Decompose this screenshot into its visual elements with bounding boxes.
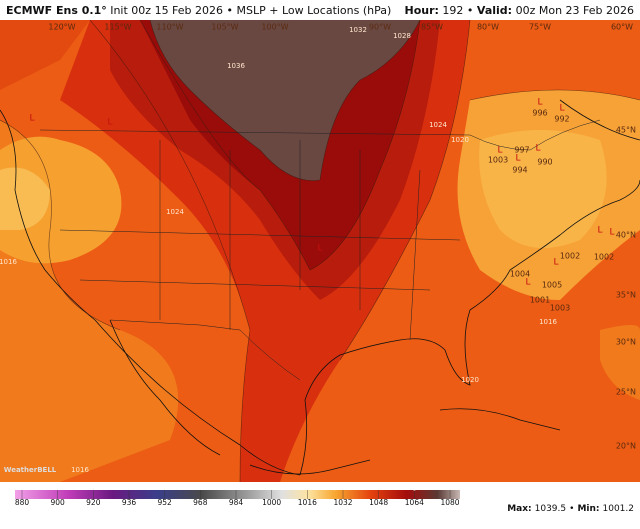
latitude-label: 40°N <box>616 231 636 240</box>
pressure-label: 996 <box>532 109 547 118</box>
pressure-label: 1004 <box>510 270 530 279</box>
pressure-label: 994 <box>512 166 527 175</box>
low-marker: L <box>597 226 602 236</box>
colorbar-label: 900 <box>51 498 66 507</box>
longitude-label: 75°W <box>529 23 551 32</box>
isobar-label: 1028 <box>393 32 411 40</box>
isobar-label: 1020 <box>461 376 479 384</box>
longitude-label: 110°W <box>156 23 183 32</box>
title: ECMWF Ens 0.1° <box>6 4 107 17</box>
colorbar-label: 920 <box>86 498 101 507</box>
pressure-label: 1003 <box>488 156 508 165</box>
colorbar-label: 984 <box>229 498 244 507</box>
isobar-label: 1032 <box>349 26 367 34</box>
low-marker: L <box>317 244 322 254</box>
low-marker: L <box>29 114 34 124</box>
latitude-label: 20°N <box>616 442 636 451</box>
subtitle: Init 00z 15 Feb 2026 • MSLP + Low Locati… <box>110 4 391 17</box>
colorbar-label: 880 <box>15 498 30 507</box>
latitude-label: 25°N <box>616 388 636 397</box>
colorbar-label: 1080 <box>440 498 459 507</box>
valid-text: Hour: 192 • Valid: 00z Mon 23 Feb 2026 <box>405 4 635 17</box>
pressure-label: 997 <box>514 146 529 155</box>
isobar-label: 1016 <box>71 466 89 474</box>
longitude-label: 90°W <box>369 23 391 32</box>
low-marker: L <box>525 278 530 288</box>
pressure-label: 1003 <box>550 304 570 313</box>
colorbar-label: 1016 <box>298 498 317 507</box>
hour-label: Hour: <box>405 4 439 17</box>
low-marker: L <box>609 228 614 238</box>
low-marker: L <box>107 118 112 128</box>
colorbar-label: 968 <box>193 498 208 507</box>
longitude-label: 100°W <box>261 23 288 32</box>
min-label: Min: <box>577 504 599 514</box>
low-marker: L <box>535 144 540 154</box>
pressure-label: 1005 <box>542 281 562 290</box>
isobar-label: 1024 <box>166 208 184 216</box>
max: 1039.5 <box>535 504 567 514</box>
pressure-label: 1002 <box>594 253 614 262</box>
pressure-label: 1001 <box>530 296 550 305</box>
min: 1001.2 <box>603 504 635 514</box>
isobar-label: 1016 <box>539 318 557 326</box>
latitude-label: 35°N <box>616 291 636 300</box>
credit: © 2026 European Centre for Medium-Range … <box>298 485 640 492</box>
longitude-label: 80°W <box>477 23 499 32</box>
longitude-label: 85°W <box>421 23 443 32</box>
header: ECMWF Ens 0.1° Init 00z 15 Feb 2026 • MS… <box>6 4 634 17</box>
pressure-label: 1002 <box>560 252 580 261</box>
low-marker: L <box>559 104 564 114</box>
longitude-label: 60°W <box>611 23 633 32</box>
longitude-label: 105°W <box>211 23 238 32</box>
low-marker: L <box>497 146 502 156</box>
isobar-label: 1016 <box>0 258 17 266</box>
max-min: Max: 1039.5•Min: 1001.2 <box>507 504 634 514</box>
max-label: Max: <box>507 504 531 514</box>
low-marker: L <box>537 98 542 108</box>
colorbar-label: 952 <box>158 498 173 507</box>
isobar-label: 1036 <box>227 62 245 70</box>
colorbar-label: 936 <box>122 498 137 507</box>
isobar-label: 1024 <box>429 121 447 129</box>
separator: • <box>467 4 474 17</box>
longitude-label: 120°W <box>48 23 75 32</box>
valid: 00z Mon 23 Feb 2026 <box>516 4 634 17</box>
low-marker: L <box>515 154 520 164</box>
longitude-label: 115°W <box>104 23 131 32</box>
pressure-label: 992 <box>554 115 569 124</box>
valid-label: Valid: <box>477 4 512 17</box>
separator: • <box>569 504 574 514</box>
isobar-label: 1020 <box>451 136 469 144</box>
latitude-label: 30°N <box>616 338 636 347</box>
colorbar-label: 1064 <box>405 498 424 507</box>
colorbar-label: 1000 <box>262 498 281 507</box>
low-marker: L <box>553 258 558 268</box>
hour: 192 <box>442 4 463 17</box>
header-text: ECMWF Ens 0.1° Init 00z 15 Feb 2026 • MS… <box>6 4 391 17</box>
latitude-label: 45°N <box>616 126 636 135</box>
colorbar-label: 1048 <box>369 498 388 507</box>
colorbar-label: 1032 <box>333 498 352 507</box>
logo: WeatherBELL <box>4 466 57 474</box>
pressure-label: 990 <box>537 158 552 167</box>
